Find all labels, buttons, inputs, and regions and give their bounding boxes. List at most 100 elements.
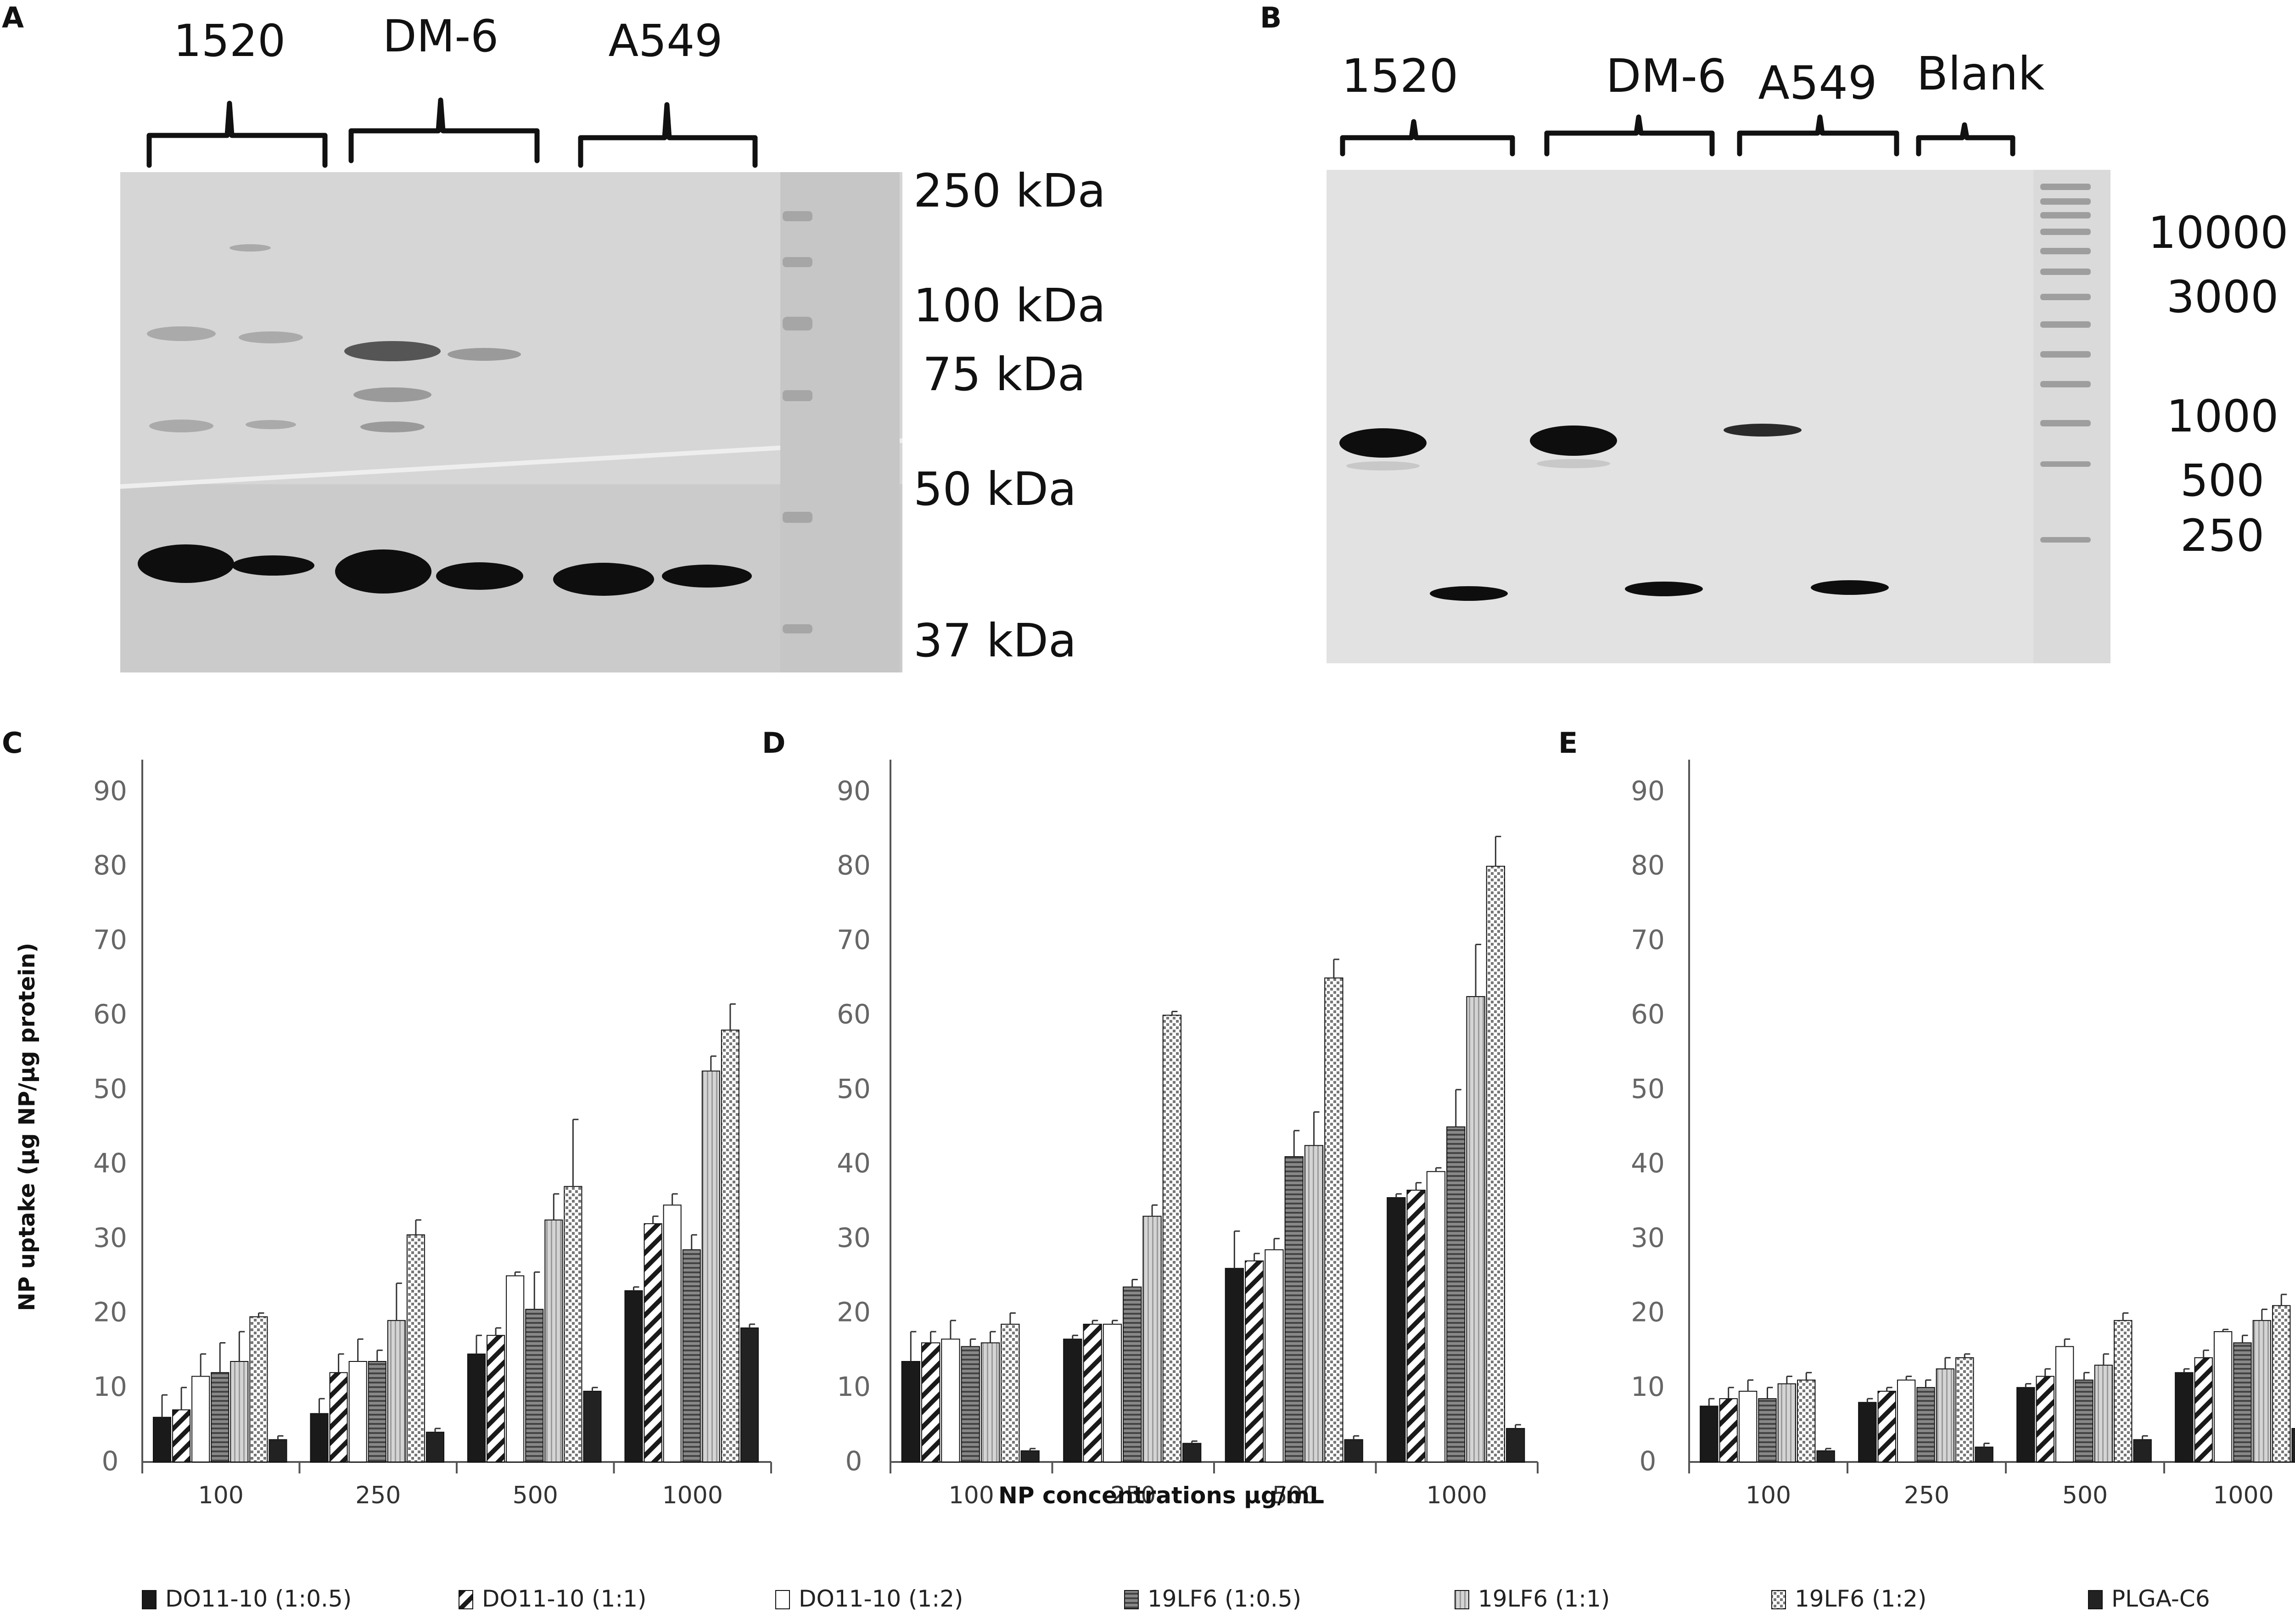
- panel-e-bar-19lf6-1-2: [1797, 1379, 1816, 1462]
- panel-c-x-tick-label: 100: [198, 1482, 244, 1509]
- panel-e-bar-do11-10-1-1: [1719, 1398, 1738, 1462]
- panel-a-marker-250: 250 kDa: [913, 164, 1106, 218]
- panel-e-bar-19lf6-1-0-5: [1916, 1387, 1935, 1463]
- panel-b-group-label-1520: 1520: [1342, 49, 1459, 103]
- legend-label-19lf6-1-2: 19LF6 (1:2): [1795, 1585, 1926, 1612]
- panel-e-y-tick-label: 30: [1631, 1222, 1665, 1253]
- panel-d-y-tick-label: 90: [837, 775, 871, 806]
- panel-e-y-tick-label: 0: [1640, 1445, 1657, 1477]
- panel-c-x-tick-label: 1000: [662, 1482, 723, 1509]
- panel-e-letter: E: [1558, 726, 1578, 760]
- panel-e-bar-19lf6-1-0-5: [2075, 1379, 2093, 1462]
- panel-d-bar-19lf6-1-2: [1162, 1014, 1182, 1462]
- panel-d-bar-plga-c6: [1344, 1439, 1363, 1463]
- panel-e-bar-do11-10-1-2: [2055, 1346, 2074, 1462]
- panel-c-bar-19lf6-1-0-5: [525, 1309, 544, 1462]
- panel-c-y-tick-label: 10: [93, 1371, 127, 1402]
- panel-d-bar-plga-c6: [1020, 1450, 1040, 1462]
- panel-d-bar-19lf6-1-1: [1304, 1145, 1324, 1462]
- panel-d-bar-do11-10-1-0-5: [1063, 1338, 1082, 1463]
- legend-label-do11-10-1-0-5: DO11-10 (1:0.5): [165, 1585, 352, 1612]
- panel-d-bar-19lf6-1-2: [1001, 1323, 1020, 1463]
- panel-c-y-tick-label: 90: [93, 775, 127, 806]
- panel-e-bar-19lf6-1-2: [2272, 1305, 2291, 1463]
- legend-swatch-do11-10-1-0-5: [142, 1590, 157, 1609]
- panel-e-bar-plga-c6: [2133, 1439, 2152, 1463]
- panel-d-bar-do11-10-1-2: [941, 1338, 960, 1463]
- panel-a-group-label-dm6: DM-6: [383, 11, 498, 62]
- panel-e-bar-19lf6-1-1: [2252, 1320, 2272, 1463]
- panel-d-y-tick-label: 60: [837, 999, 871, 1030]
- panel-c-bar-do11-10-1-2: [191, 1376, 210, 1463]
- panel-e-y-tick-label: 80: [1631, 850, 1665, 881]
- panel-d-letter: D: [762, 726, 785, 760]
- panel-d-bar-do11-10-1-2: [1426, 1171, 1446, 1463]
- panel-e-bar-do11-10-1-2: [1738, 1390, 1758, 1463]
- panel-e-bar-plga-c6: [2291, 1428, 2295, 1462]
- panel-e-bar-do11-10-1-2: [2213, 1331, 2233, 1462]
- panel-d-y-tick-label: 0: [845, 1445, 862, 1477]
- panel-e-bar-do11-10-1-1: [2194, 1357, 2213, 1463]
- panel-c-bar-19lf6-1-0-5: [211, 1372, 230, 1463]
- panel-d-bar-do11-10-1-1: [921, 1342, 940, 1462]
- panel-b-group-label-dm6: DM-6: [1606, 49, 1727, 103]
- legend-swatch-do11-10-1-1: [459, 1590, 473, 1609]
- panel-c-bar-do11-10-1-0-5: [152, 1417, 172, 1462]
- panel-a-group-label-a549: A549: [609, 15, 723, 67]
- panel-d-bar-19lf6-1-0-5: [961, 1346, 980, 1462]
- panel-d-y-tick-label: 20: [837, 1297, 871, 1328]
- panel-d-bar-plga-c6: [1506, 1428, 1525, 1462]
- panel-e-y-tick-label: 40: [1631, 1148, 1665, 1179]
- panel-a-brackets: [146, 97, 758, 168]
- panel-b-marker-250: 250: [2180, 510, 2264, 561]
- panel-e-bar-do11-10-1-0-5: [1700, 1406, 1718, 1463]
- legend-swatch-19lf6-1-1: [1455, 1590, 1469, 1609]
- panel-b-agarose-gel: B 1520 DM-6 A549 Blank: [1260, 1, 2288, 663]
- legend-swatch-19lf6-1-0-5: [1124, 1590, 1139, 1609]
- panel-c-y-tick-label: 40: [93, 1148, 127, 1179]
- panel-e-bar-19lf6-1-2: [2114, 1320, 2133, 1463]
- panel-d-x-tick-label: 250: [1110, 1482, 1156, 1509]
- panel-c-bar-do11-10-1-2: [663, 1204, 682, 1463]
- panel-d-bar-do11-10-1-1: [1083, 1323, 1102, 1463]
- panel-c-bar-plga-c6: [425, 1432, 445, 1462]
- legend-swatch-plga-c6: [2088, 1590, 2103, 1609]
- legend-label-plga-c6: PLGA-C6: [2111, 1585, 2210, 1612]
- panel-c-y-tick-label: 30: [93, 1222, 127, 1253]
- panel-e-bar-19lf6-1-1: [1777, 1383, 1797, 1462]
- panel-d-bar-do11-10-1-1: [1406, 1189, 1426, 1462]
- panel-c-bar-19lf6-1-2: [564, 1186, 582, 1463]
- panel-c-bar-do11-10-1-1: [644, 1223, 662, 1462]
- panel-d-bar-19lf6-1-0-5: [1446, 1126, 1466, 1462]
- legend-swatch-19lf6-1-2: [1771, 1590, 1786, 1609]
- panel-d-y-tick-label: 50: [837, 1073, 871, 1104]
- panel-c-bar-do11-10-1-1: [329, 1372, 348, 1463]
- panel-e-x-tick-label: 250: [1904, 1482, 1949, 1509]
- panel-c-bar-19lf6-1-1: [701, 1070, 720, 1462]
- panel-e-x-tick-label: 1000: [2213, 1482, 2273, 1509]
- panel-d-bar-do11-10-1-2: [1265, 1249, 1284, 1462]
- panel-c-bar-plga-c6: [583, 1390, 602, 1463]
- panel-c-x-tick-label: 250: [355, 1482, 401, 1509]
- panel-b-marker-500: 500: [2180, 455, 2264, 506]
- panel-e-y-tick-label: 70: [1631, 924, 1665, 955]
- panel-e-bar-do11-10-1-1: [2036, 1376, 2054, 1463]
- panel-e-y-tick-label: 20: [1631, 1297, 1665, 1328]
- panel-e-bar-19lf6-1-1: [2094, 1365, 2113, 1462]
- panel-a-marker-50: 50 kDa: [913, 462, 1076, 516]
- panel-d-y-tick-label: 70: [837, 924, 871, 955]
- panel-c-bar-do11-10-1-0-5: [624, 1290, 643, 1463]
- panel-e-y-tick-label: 60: [1631, 999, 1665, 1030]
- panel-d-bar-do11-10-1-0-5: [901, 1361, 920, 1462]
- panel-e-bar-19lf6-1-2: [1955, 1357, 1974, 1463]
- panel-d-bar-19lf6-1-0-5: [1284, 1156, 1304, 1462]
- panel-e-y-tick-label: 90: [1631, 775, 1665, 806]
- panel-e-bar-19lf6-1-0-5: [1758, 1398, 1777, 1462]
- legend: DO11-10 (1:0.5) DO11-10 (1:1) DO11-10 (1:2…: [142, 1585, 2210, 1612]
- panel-b-group-label-a549: A549: [1758, 56, 1877, 110]
- panel-c-bar-19lf6-1-0-5: [368, 1361, 386, 1462]
- panel-c-bar-19lf6-1-1: [544, 1219, 563, 1463]
- panel-e-bar-do11-10-1-0-5: [2175, 1372, 2194, 1463]
